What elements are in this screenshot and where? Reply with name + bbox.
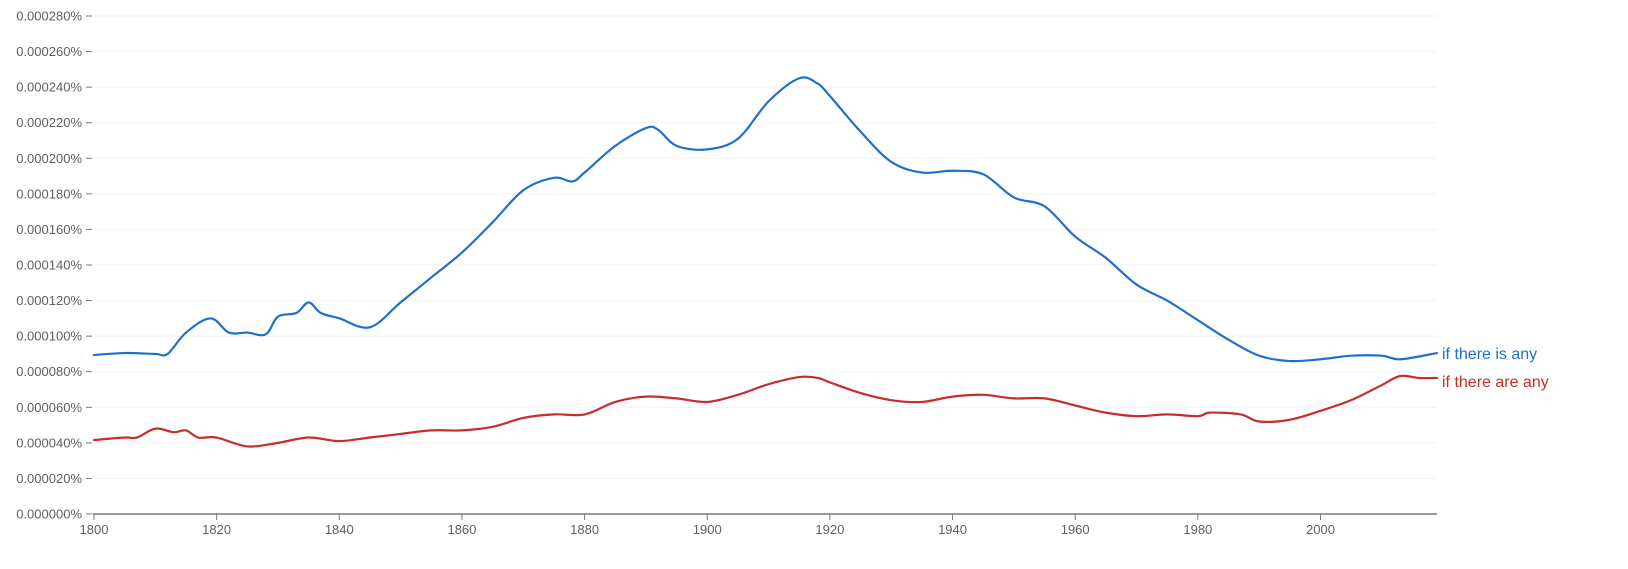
x-tick-label: 1800	[80, 522, 109, 537]
series-line-if-there-are-any[interactable]	[92, 374, 1439, 448]
x-tick-label: 1860	[447, 522, 476, 537]
x-tick-label: 1900	[693, 522, 722, 537]
series-line-if-there-is-any[interactable]	[92, 76, 1439, 363]
series-label-if-there-is-any[interactable]: if there is any	[1442, 346, 1537, 363]
y-tick-label: 0.000060%	[16, 400, 82, 415]
y-tick-label: 0.000200%	[16, 151, 82, 166]
y-tick-label: 0.000040%	[16, 435, 82, 450]
y-tick-label: 0.000260%	[16, 44, 82, 59]
y-tick-label: 0.000000%	[16, 507, 82, 522]
gridlines	[94, 15, 1437, 479]
y-tick-label: 0.000120%	[16, 293, 82, 308]
y-tick-label: 0.000100%	[16, 329, 82, 344]
x-tick-label: 1980	[1183, 522, 1212, 537]
series-label-if-there-are-any[interactable]: if there are any	[1442, 374, 1549, 391]
x-tick-label: 1960	[1061, 522, 1090, 537]
y-tick-label: 0.000240%	[16, 80, 82, 95]
y-axis: 0.000000% 0.000020% 0.000040% 0.000060% 0.00…	[16, 9, 92, 522]
x-tick-label: 1820	[202, 522, 231, 537]
x-tick-label: 2000	[1306, 522, 1335, 537]
y-tick-label: 0.000080%	[16, 364, 82, 379]
y-tick-label: 0.000220%	[16, 115, 82, 130]
series-labels: if there is any if there are any	[1442, 346, 1549, 391]
series-lines	[92, 76, 1439, 448]
x-tick-label: 1840	[325, 522, 354, 537]
y-tick-label: 0.000160%	[16, 222, 82, 237]
x-tick-label: 1940	[938, 522, 967, 537]
y-tick-label: 0.000140%	[16, 258, 82, 273]
y-tick-label: 0.000020%	[16, 471, 82, 486]
x-tick-label: 1920	[815, 522, 844, 537]
x-axis: 1800 1820 1840 1860 1880 1900 1920 1940 1960 1980…	[80, 513, 1437, 537]
x-tick-label: 1880	[570, 522, 599, 537]
y-tick-label: 0.000180%	[16, 186, 82, 201]
y-tick-label: 0.000280%	[16, 9, 82, 24]
